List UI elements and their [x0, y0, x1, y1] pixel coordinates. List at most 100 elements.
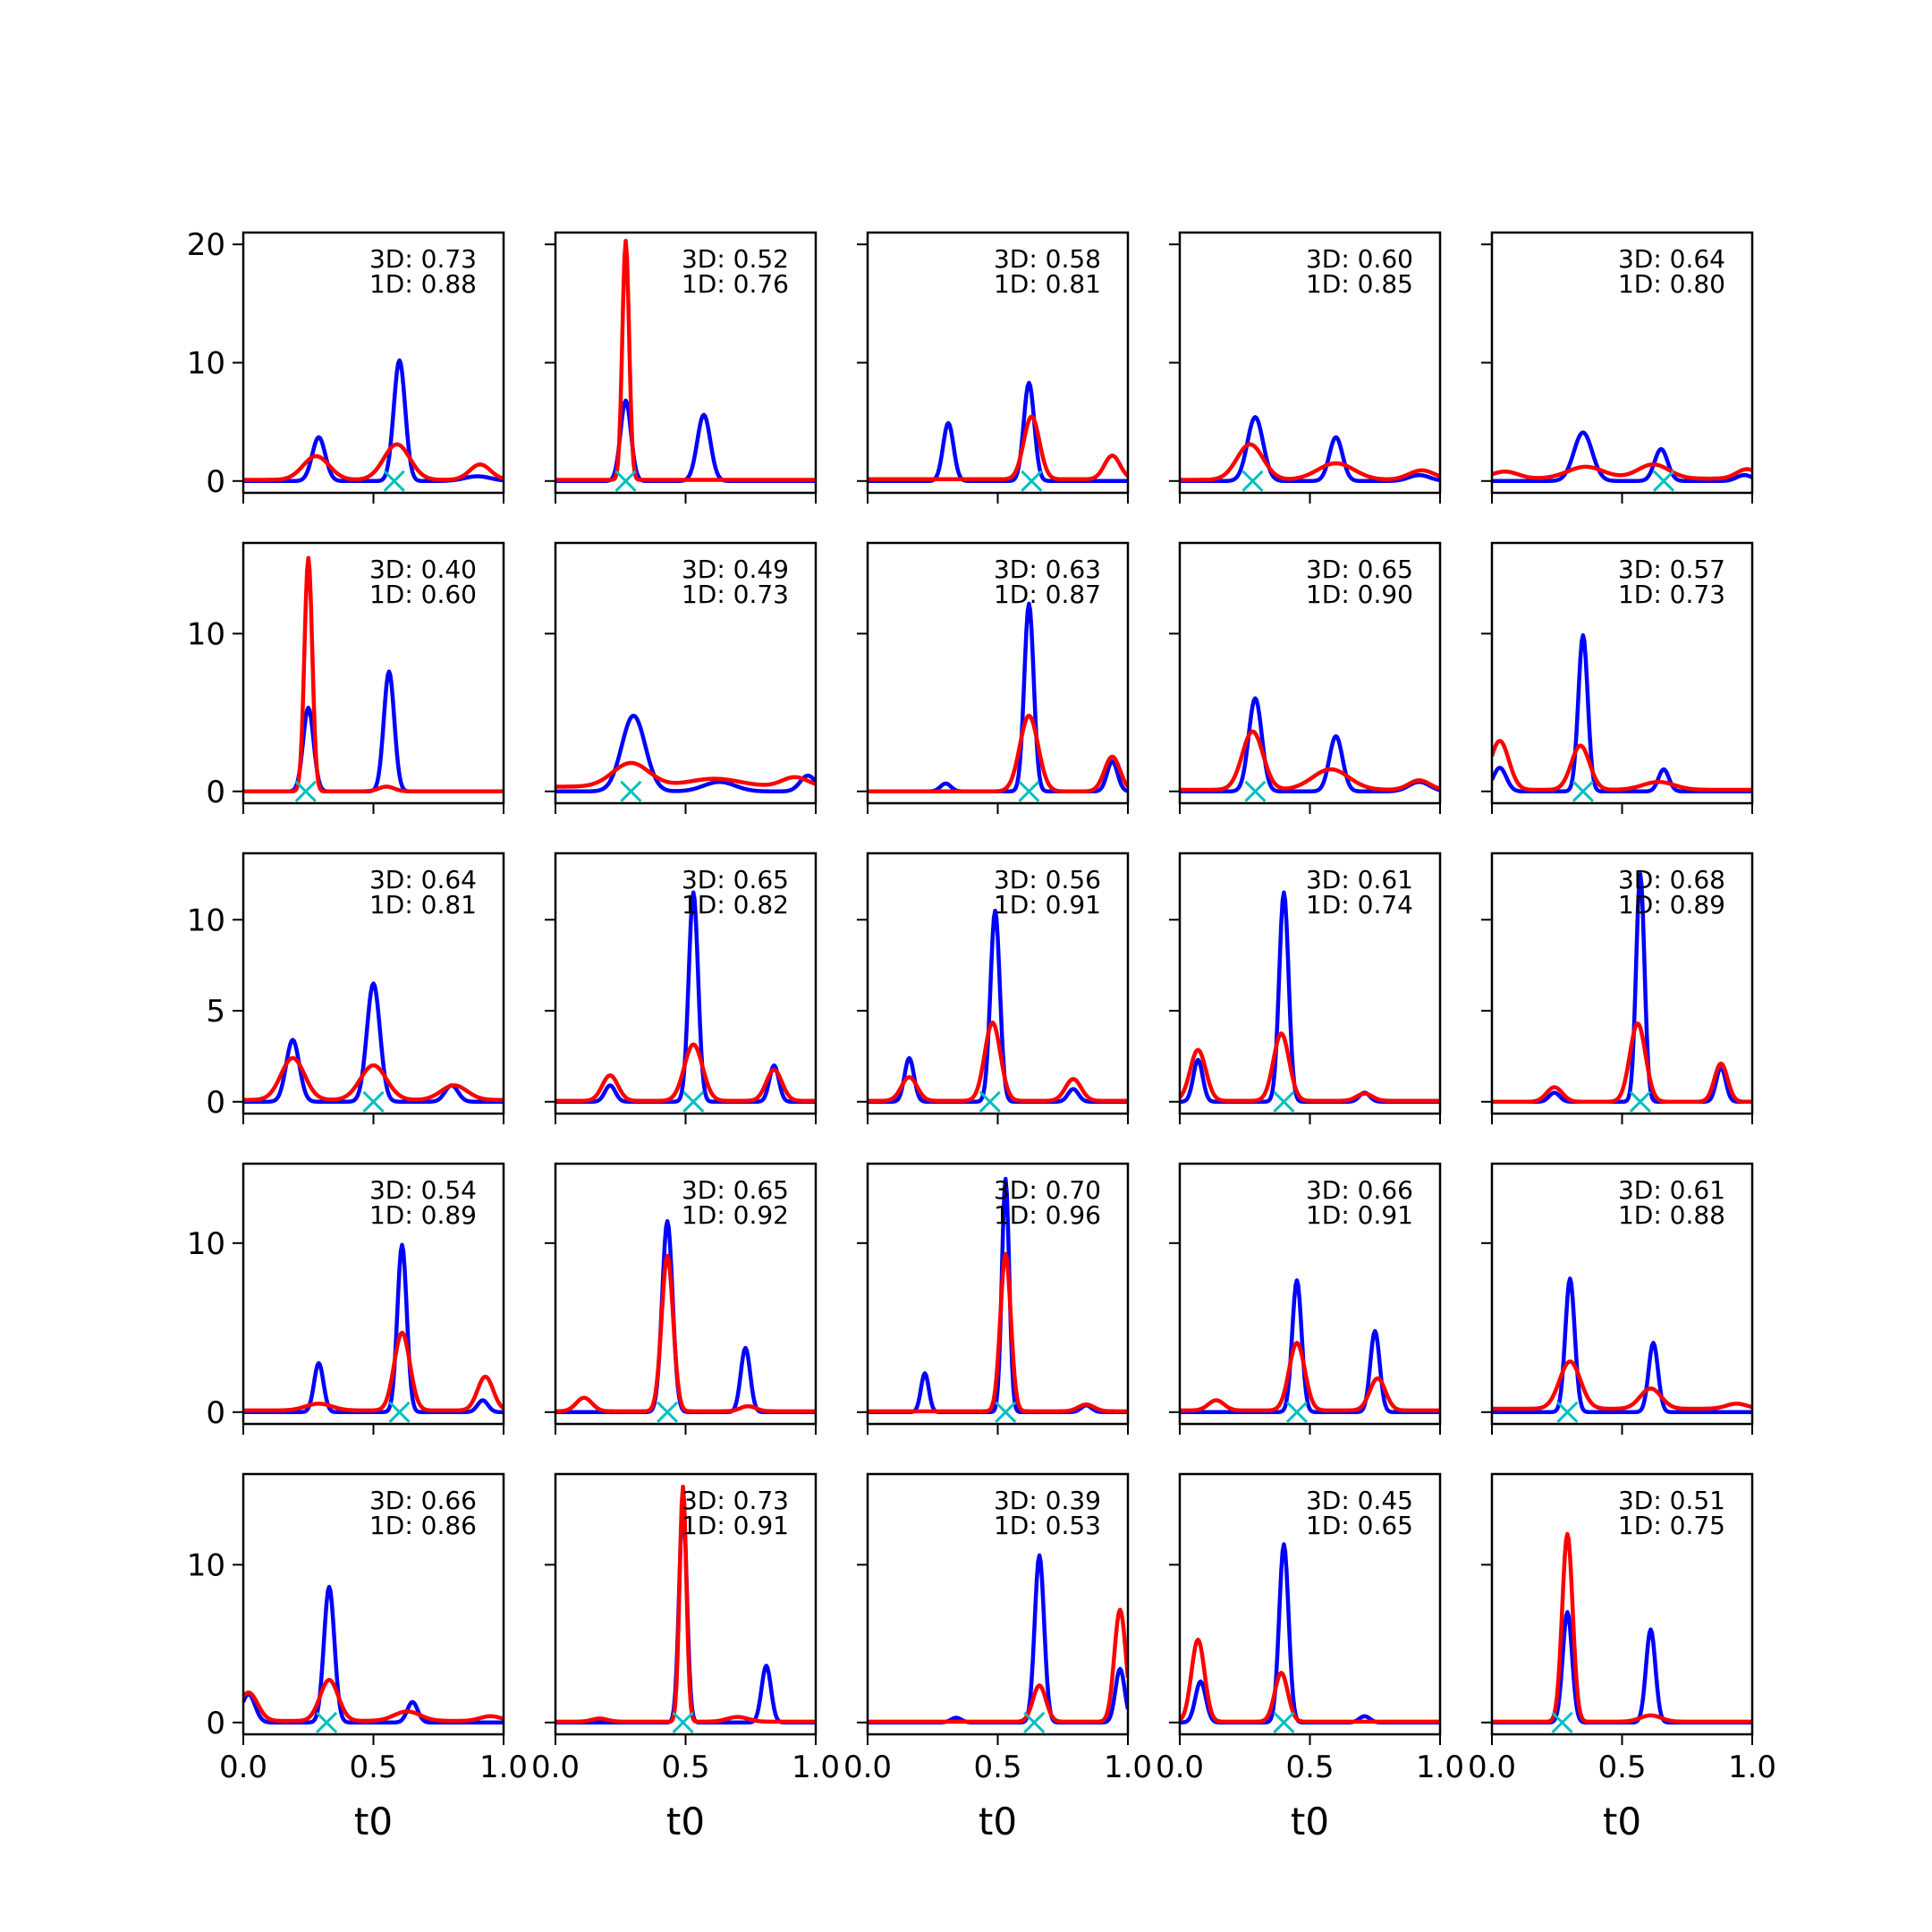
marker-point: [1241, 470, 1264, 492]
plot-area: [1492, 1276, 1752, 1423]
score-3d-label: 3D: 0.73: [369, 244, 477, 274]
score-3d-label: 3D: 0.58: [994, 244, 1101, 274]
marker-point: [294, 780, 317, 802]
score-3d-label: 3D: 0.61: [1618, 1175, 1725, 1205]
y-tick-label: 0: [206, 1085, 225, 1121]
series-blue-line: [243, 1584, 504, 1725]
score-3d-label: 3D: 0.39: [994, 1486, 1101, 1515]
y-tick-label: 10: [187, 902, 225, 938]
series-blue-line: [555, 890, 816, 1105]
y-tick-label: 20: [187, 227, 225, 263]
x-tick-label: 0.5: [661, 1750, 709, 1785]
score-3d-label: 3D: 0.45: [1306, 1486, 1413, 1515]
series-red-line: [868, 1021, 1128, 1104]
score-1d-label: 1D: 0.81: [994, 269, 1101, 299]
series-red-line: [1492, 462, 1752, 481]
score-3d-label: 3D: 0.73: [682, 1486, 789, 1515]
score-3d-label: 3D: 0.65: [682, 865, 789, 894]
series-red-line: [243, 442, 504, 482]
series-blue-line: [1180, 1542, 1440, 1725]
score-1d-label: 1D: 0.73: [1618, 580, 1725, 609]
score-1d-label: 1D: 0.76: [682, 269, 789, 299]
score-3d-label: 3D: 0.57: [1618, 555, 1725, 584]
score-1d-label: 1D: 0.91: [994, 890, 1101, 919]
series-red-line: [1180, 1341, 1440, 1413]
plot-area: [1492, 872, 1752, 1113]
plot-area: [868, 1176, 1128, 1423]
series-red-line: [1492, 1021, 1752, 1105]
plot-area: [1180, 1278, 1440, 1423]
y-tick-label: 0: [206, 464, 225, 500]
plot-area: [555, 1484, 816, 1733]
score-1d-label: 1D: 0.74: [1306, 890, 1413, 919]
plot-area: [1492, 1531, 1752, 1733]
score-1d-label: 1D: 0.60: [369, 580, 477, 609]
score-1d-label: 1D: 0.92: [682, 1200, 789, 1230]
score-3d-label: 3D: 0.63: [994, 555, 1101, 584]
x-tick-label: 0.5: [349, 1750, 397, 1785]
series-blue-line: [1492, 1610, 1752, 1725]
plot-area: [1180, 415, 1440, 492]
plot-area: [868, 380, 1128, 492]
series-blue-line: [1492, 1276, 1752, 1415]
plot-area: [868, 908, 1128, 1113]
series-red-line: [243, 1330, 504, 1413]
plot-area: [1180, 890, 1440, 1113]
series-red-line: [555, 760, 816, 789]
x-tick-label: 1.0: [1728, 1750, 1776, 1785]
marker-point: [316, 1711, 338, 1733]
marker-point: [979, 1090, 1001, 1113]
series-red-line: [1492, 1531, 1752, 1724]
series-red-line: [868, 1251, 1128, 1414]
series-red-line: [1180, 1031, 1440, 1104]
score-1d-label: 1D: 0.85: [1306, 269, 1413, 299]
score-1d-label: 1D: 0.86: [369, 1511, 477, 1540]
score-1d-label: 1D: 0.96: [994, 1200, 1101, 1230]
marker-point: [1551, 1711, 1573, 1733]
series-blue-line: [1492, 632, 1752, 794]
score-3d-label: 3D: 0.65: [1306, 555, 1413, 584]
score-3d-label: 3D: 0.66: [369, 1486, 477, 1515]
series-red-line: [1492, 1359, 1752, 1411]
y-tick-label: 0: [206, 1706, 225, 1741]
score-3d-label: 3D: 0.52: [682, 244, 789, 274]
marker-point: [1629, 1090, 1651, 1113]
plot-area: [868, 601, 1128, 802]
x-tick-label: 0.5: [973, 1750, 1021, 1785]
marker-point: [1273, 1090, 1295, 1113]
series-red-line: [868, 1607, 1128, 1724]
series-blue-line: [868, 1553, 1128, 1725]
y-tick-label: 10: [187, 1547, 225, 1583]
x-tick-label: 0.5: [1285, 1750, 1334, 1785]
series-red-line: [555, 1253, 816, 1414]
marker-point: [657, 1401, 679, 1423]
series-blue-line: [1180, 415, 1440, 484]
score-3d-label: 3D: 0.64: [369, 865, 477, 894]
plot-area: [555, 1219, 816, 1423]
marker-point: [1285, 1401, 1309, 1423]
series-blue-line: [1180, 1278, 1440, 1415]
series-blue-line: [868, 380, 1128, 484]
score-1d-label: 1D: 0.88: [369, 269, 477, 299]
score-1d-label: 1D: 0.73: [682, 580, 789, 609]
score-1d-label: 1D: 0.88: [1618, 1200, 1725, 1230]
series-blue-line: [868, 601, 1128, 794]
marker-point: [1018, 780, 1040, 802]
marker-point: [620, 780, 642, 802]
x-axis-label: t0: [979, 1800, 1017, 1843]
plot-area: [243, 555, 504, 802]
x-tick-label: 0.0: [531, 1750, 580, 1785]
plot-area: [1492, 430, 1752, 492]
series-red-line: [555, 239, 816, 482]
